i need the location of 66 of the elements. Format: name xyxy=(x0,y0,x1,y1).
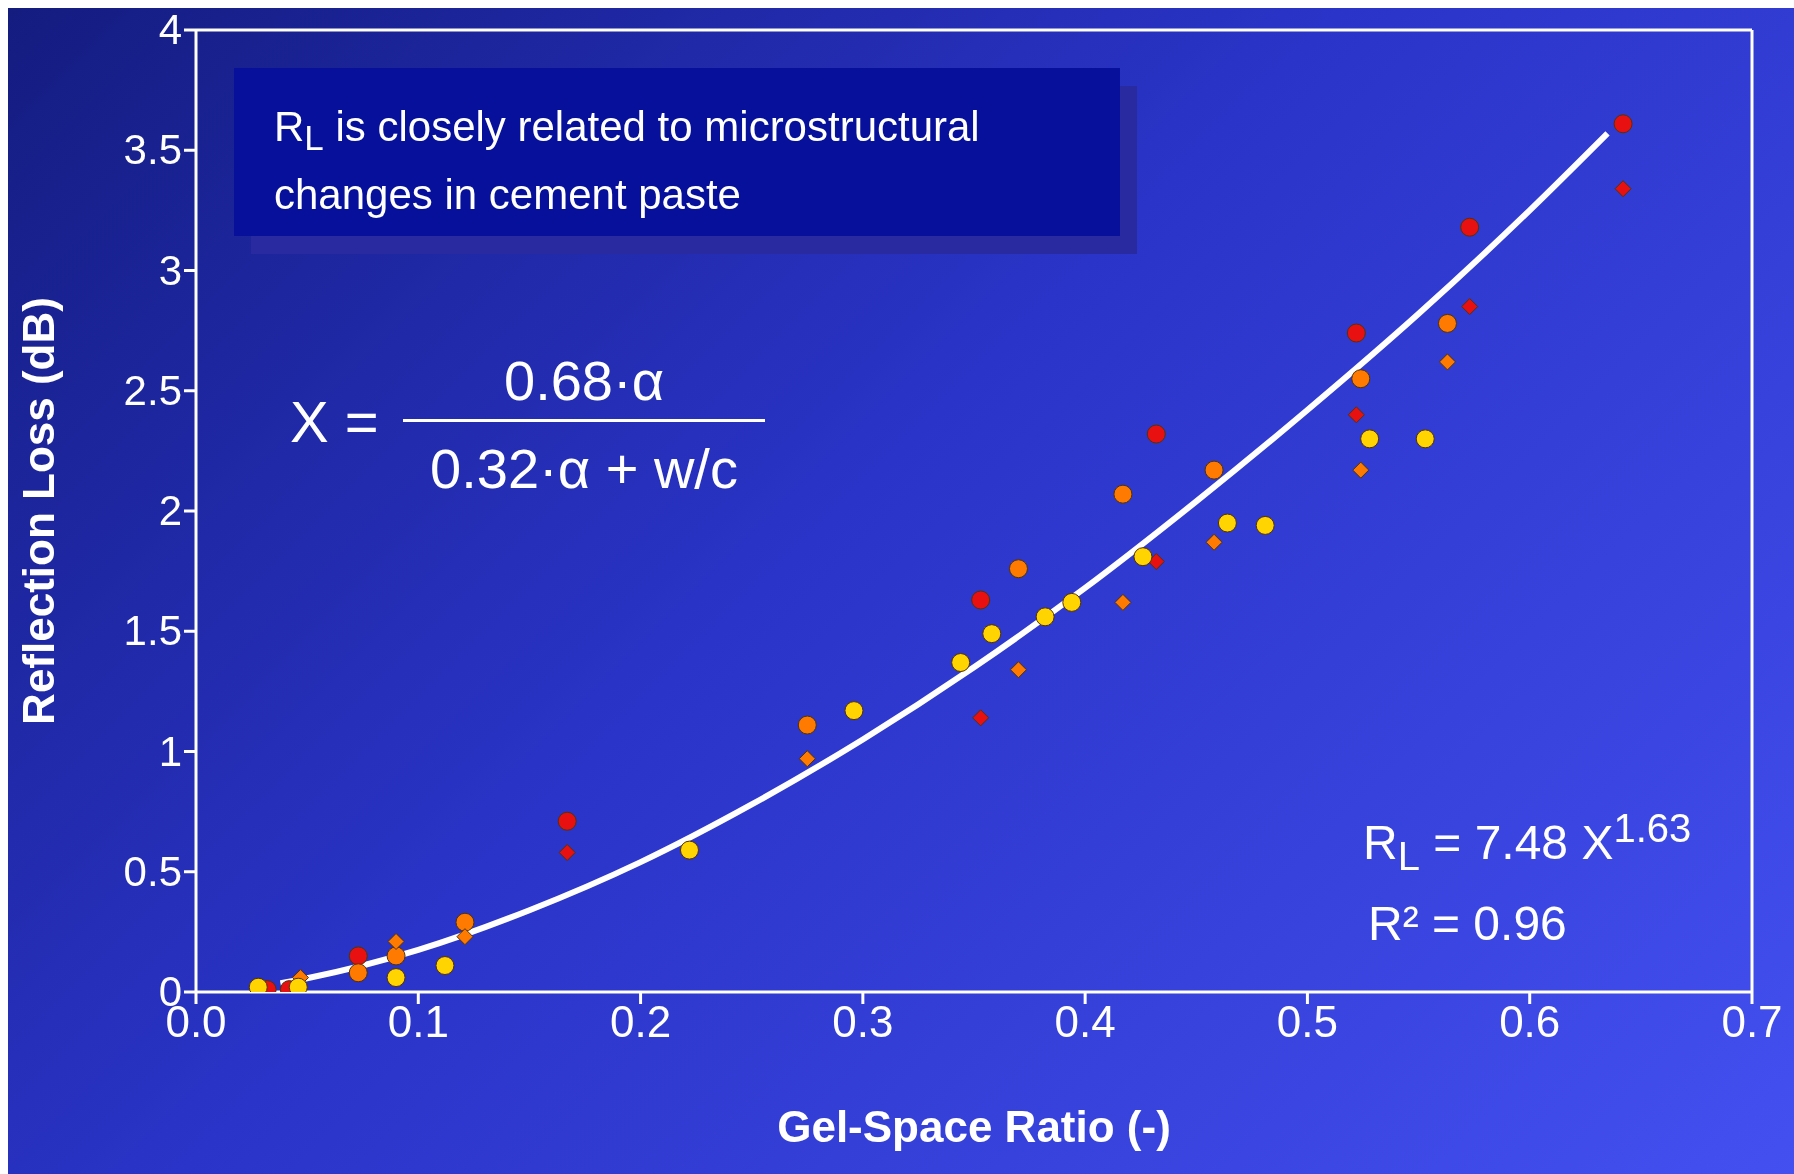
x-tick-label: 0.2 xyxy=(609,997,672,1047)
point xyxy=(972,709,990,727)
point xyxy=(455,912,475,932)
point xyxy=(1009,661,1027,679)
point xyxy=(558,844,576,862)
x-tick-label: 0.5 xyxy=(1276,997,1339,1047)
x-tick-label: 0.7 xyxy=(1721,997,1783,1047)
point xyxy=(1613,114,1633,134)
y-tick-label: 1 xyxy=(158,727,182,775)
point xyxy=(1360,429,1380,449)
point xyxy=(1437,313,1457,333)
point xyxy=(348,963,368,983)
point xyxy=(1438,353,1456,371)
x-axis-title: Gel-Space Ratio (-) xyxy=(777,1102,1171,1151)
point xyxy=(798,750,816,768)
annotation: 0.68·α xyxy=(403,348,765,422)
point xyxy=(679,840,699,860)
y-axis-title: Reflection Loss (dB) xyxy=(13,297,63,725)
point xyxy=(1352,461,1370,479)
point xyxy=(386,968,406,988)
point xyxy=(951,653,971,673)
x-tick-label: 0.3 xyxy=(832,997,894,1047)
point xyxy=(1217,513,1237,533)
point xyxy=(456,928,474,946)
annotation: R$_{L}$ = 7.48 X$^{1.63}$ xyxy=(1363,806,1692,879)
point xyxy=(1113,484,1133,504)
point xyxy=(1460,217,1480,237)
x-tick-label: 0.4 xyxy=(1054,997,1116,1047)
y-tick-label: 0.5 xyxy=(123,847,182,895)
point xyxy=(1008,559,1028,579)
point xyxy=(1205,533,1223,551)
point xyxy=(348,946,368,966)
annotation: X = xyxy=(290,388,379,455)
annotation: R² = 0.96 xyxy=(1368,896,1567,951)
point xyxy=(1146,424,1166,444)
point xyxy=(557,811,577,831)
point xyxy=(1255,515,1275,535)
y-tick-label: 4 xyxy=(158,6,182,53)
y-tick-label: 1.5 xyxy=(123,607,182,655)
y-tick-label: 2 xyxy=(158,487,182,534)
point xyxy=(1461,298,1479,316)
point xyxy=(1346,323,1366,343)
point xyxy=(844,701,864,721)
annotation: R$_{L}$ is closely related to microstructural changes in cement paste xyxy=(274,102,981,221)
point xyxy=(1614,180,1632,198)
point xyxy=(1114,593,1132,611)
point xyxy=(1347,406,1365,424)
point xyxy=(1147,553,1165,571)
point xyxy=(387,933,405,950)
y-tick-label: 2.5 xyxy=(123,366,182,414)
point xyxy=(1035,607,1055,627)
point xyxy=(1062,592,1082,612)
point xyxy=(982,624,1002,644)
point xyxy=(435,956,455,976)
point xyxy=(1133,547,1153,567)
x-tick-label: 0.6 xyxy=(1499,997,1561,1047)
x-tick-label: 0.1 xyxy=(387,997,449,1047)
point xyxy=(386,946,406,966)
point xyxy=(1351,369,1371,389)
point xyxy=(1415,429,1435,449)
point xyxy=(797,715,817,735)
point xyxy=(971,590,991,610)
annotation: 0.32·α + w/c xyxy=(429,436,739,501)
point xyxy=(1204,460,1224,480)
y-tick-label: 3.5 xyxy=(123,126,182,174)
y-tick-label: 3 xyxy=(158,246,182,294)
